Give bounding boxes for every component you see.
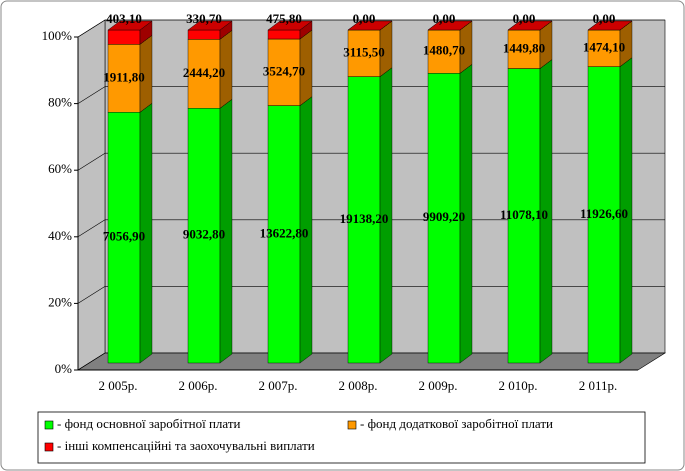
value-label: 1449,80 [503,40,545,55]
bar-front [587,29,621,67]
bar-front [107,29,141,45]
y-tick-label: 100% [42,28,73,43]
value-label: 1474,10 [583,39,625,54]
bar-front [347,29,381,77]
value-label: 2444,20 [183,65,225,80]
legend-label: - інші компенсаційні та заохочувальні ви… [57,438,315,453]
value-label: 19138,20 [340,211,389,226]
bar-front [187,39,221,109]
value-label: 330,70 [186,11,222,26]
bar-front [267,29,301,40]
value-label: 1911,80 [103,69,145,84]
bar-front [267,105,301,364]
value-label: 7056,90 [103,229,145,244]
x-tick-label: 2 008р. [339,378,378,393]
bar-segment [187,98,233,364]
y-tick-label: 60% [48,161,72,176]
side-wall [77,19,106,371]
bar-top [587,20,633,31]
value-label: 13622,80 [260,225,309,240]
bar-top [347,20,393,31]
value-label: 475,80 [266,11,302,26]
value-label: 3115,50 [343,44,385,59]
value-label: 0,00 [513,11,536,26]
legend-label: - фонд основної заробітної плати [57,416,241,431]
bar-front [427,29,461,74]
x-tick-label: 2 011р. [579,378,618,393]
bar-top [187,20,233,31]
bar-segment [427,20,473,31]
bar-segment [187,29,233,109]
value-label: 11078,10 [500,207,548,222]
value-label: 1480,70 [423,43,465,58]
bar-segment [187,20,233,40]
bar-front [507,68,541,364]
grid-line [77,152,106,171]
bar-front [427,73,461,364]
bar-segment [107,34,153,113]
x-tick-label: 2 009р. [419,378,458,393]
bar-front [187,108,221,364]
y-tick-label: 80% [48,95,72,110]
value-label: 0,00 [353,11,376,26]
value-label: 9032,80 [183,227,225,242]
y-tick-label: 20% [48,294,72,309]
x-tick-label: 2 006р. [179,378,218,393]
bar-top [267,20,313,31]
bar-front [507,29,541,69]
value-label: 9909,20 [423,209,465,224]
legend-swatch [347,420,357,430]
x-tick-label: 2 007р. [259,378,298,393]
x-tick-label: 2 005р. [99,378,138,393]
bar-segment [507,59,553,364]
grid-line [77,19,106,38]
y-tick-label: 40% [48,228,72,243]
bar-top [427,20,473,31]
bar-segment [587,20,633,31]
legend [37,411,646,464]
bar-front [187,29,221,40]
bar-segment [507,20,553,31]
value-label: 403,10 [106,11,142,26]
x-tick-label: 2 010р. [499,378,538,393]
grid-line [77,86,106,104]
grid-line [77,286,106,304]
value-label: 0,00 [433,11,456,26]
bar-front [107,44,141,113]
bar-segment [107,20,153,45]
legend-swatch [44,420,54,430]
bar-segment [347,20,393,31]
value-label: 11926,60 [580,206,628,221]
bar-front [587,66,621,364]
y-tick-label: 0% [55,361,73,376]
grid-line [77,219,106,238]
bar-top [507,20,553,31]
legend-label: - фонд додаткової заробітної плати [360,416,553,431]
value-label: 0,00 [593,11,616,26]
bar-segment [347,67,393,364]
bar-segment [267,20,313,40]
value-label: 3524,70 [263,63,305,78]
bar-front [347,76,381,364]
bar-top [107,20,153,31]
grid-line [77,352,106,371]
bar-front [267,38,301,106]
legend-swatch [44,442,54,452]
